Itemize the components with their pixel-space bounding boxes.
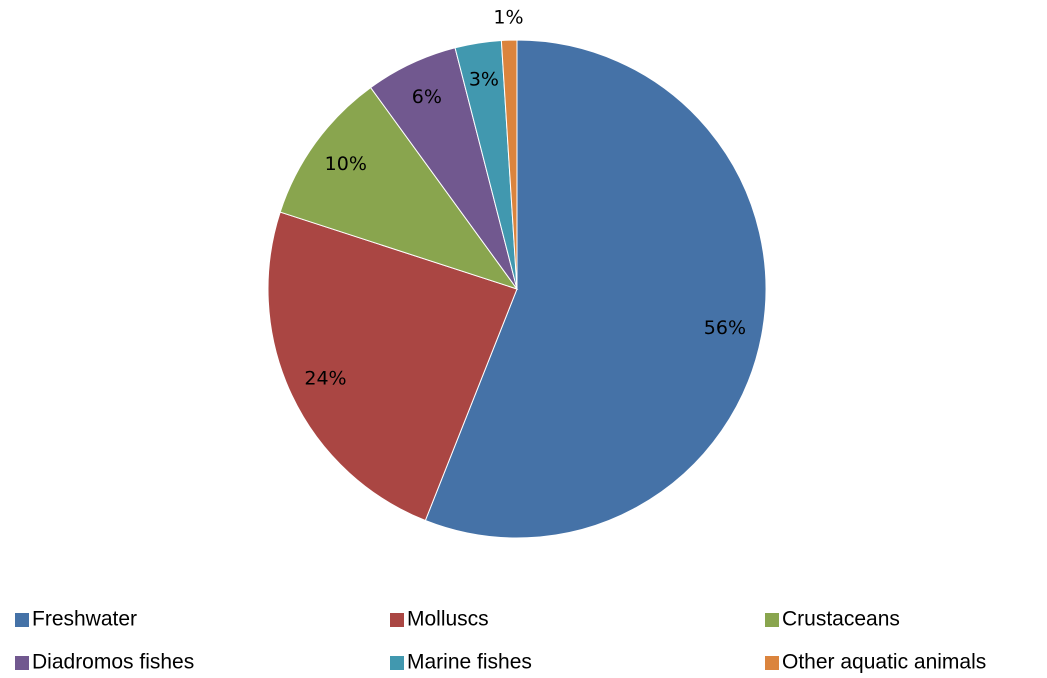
legend-swatch — [390, 613, 404, 627]
legend-label: Freshwater — [32, 608, 137, 631]
legend-label: Other aquatic animals — [782, 651, 986, 674]
legend-swatch — [15, 656, 29, 670]
legend-label: Crustaceans — [782, 608, 900, 631]
legend-swatch — [390, 656, 404, 670]
data-label: 24% — [304, 368, 346, 390]
legend-label: Diadromos fishes — [32, 651, 194, 674]
legend-label: Marine fishes — [407, 651, 532, 674]
pie-slice — [279, 86, 519, 290]
pie-slice — [500, 39, 518, 290]
legend-swatch — [15, 613, 29, 627]
data-label: 3% — [469, 68, 499, 90]
pie-slice — [267, 211, 518, 522]
data-label: 56% — [704, 317, 746, 339]
data-label: 1% — [493, 7, 523, 29]
pie-slice — [424, 39, 767, 539]
legend-label: Molluscs — [407, 608, 489, 631]
legend-swatch — [765, 613, 779, 627]
data-label: 10% — [325, 153, 367, 175]
data-label: 6% — [412, 86, 442, 108]
legend-swatch — [765, 656, 779, 670]
